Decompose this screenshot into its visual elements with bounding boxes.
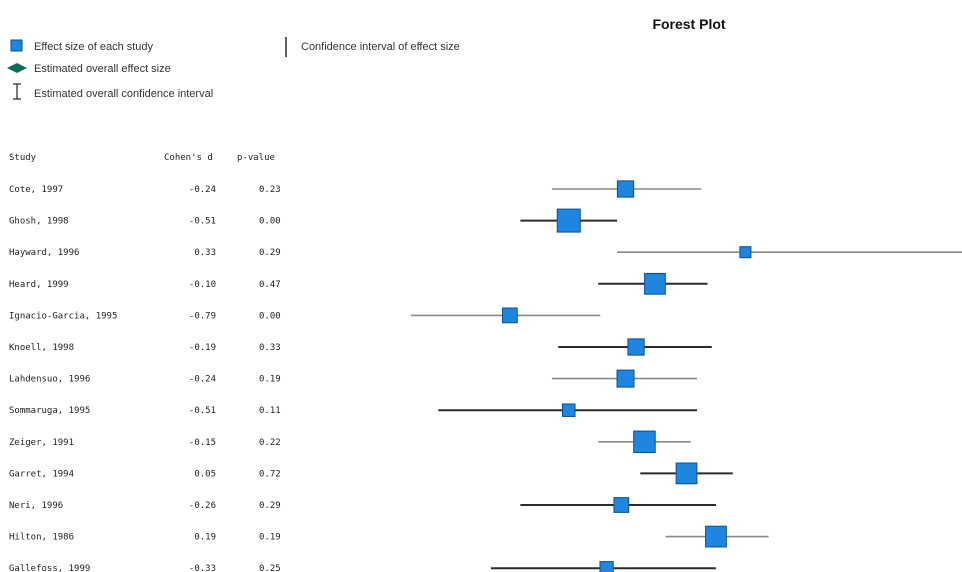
effect-square (599, 561, 614, 572)
cohens-d-value: 0.05 (194, 469, 216, 479)
cohens-d-value: -0.51 (189, 217, 216, 227)
study-name: Hilton, 1986 (9, 533, 74, 543)
column-header-p-value: p-value (237, 153, 275, 163)
study-row: Lahdensuo, 1996 -0.24 0.19 (9, 369, 698, 388)
p-value: 0.29 (259, 501, 281, 511)
effect-square (633, 430, 656, 454)
legend-overall-ci: Estimated overall confidence interval (34, 88, 213, 100)
cohens-d-value: 0.33 (194, 248, 216, 258)
p-value: 0.47 (259, 280, 281, 290)
cohens-d-value: -0.24 (189, 375, 216, 385)
effect-square (616, 369, 635, 388)
study-name: Knoell, 1998 (9, 343, 74, 353)
p-value: 0.11 (259, 406, 281, 416)
cohens-d-value: -0.24 (189, 185, 216, 195)
p-value: 0.23 (259, 185, 281, 195)
cohens-d-value: -0.33 (189, 564, 216, 572)
study-name: Ghosh, 1998 (9, 217, 69, 227)
study-row: Ghosh, 1998 -0.51 0.00 (9, 208, 618, 233)
study-row: Neri, 1996 -0.26 0.29 (9, 497, 716, 513)
legend: Effect size of each study Confidence int… (7, 37, 460, 100)
p-value: 0.33 (259, 343, 281, 353)
study-name: Sommaruga, 1995 (9, 406, 90, 416)
effect-square (644, 272, 666, 295)
legend-ci: Confidence interval of effect size (301, 41, 460, 53)
effect-square (556, 208, 581, 233)
cohens-d-value: -0.15 (189, 438, 216, 448)
study-row: Hilton, 1986 0.19 0.19 (9, 525, 769, 548)
study-name: Ignacio-Garcia, 1995 (9, 311, 117, 321)
legend-i-beam-icon (13, 83, 21, 100)
study-name: Zeiger, 1991 (9, 438, 74, 448)
p-value: 0.19 (259, 375, 281, 385)
study-name: Lahdensuo, 1996 (9, 375, 90, 385)
study-name: Cote, 1997 (9, 185, 63, 195)
study-row: Hayward, 1996 0.33 0.29 (9, 246, 962, 259)
effect-square (616, 180, 635, 198)
legend-overall-effect: Estimated overall effect size (34, 63, 171, 75)
cohens-d-value: -0.51 (189, 406, 216, 416)
study-name: Garret, 1994 (9, 469, 74, 479)
effect-square (562, 403, 576, 417)
chart-title: Forest Plot (652, 16, 725, 32)
effect-square (613, 497, 630, 513)
effect-square (705, 525, 727, 548)
effect-square (675, 462, 698, 485)
p-value: 0.25 (259, 564, 281, 572)
cohens-d-value: -0.10 (189, 280, 216, 290)
effect-square (627, 338, 645, 356)
cohens-d-value: -0.19 (189, 343, 216, 353)
legend-square-icon (10, 39, 23, 52)
study-row: Garret, 1994 0.05 0.72 (9, 462, 733, 485)
p-value: 0.72 (259, 469, 281, 479)
study-name: Gallefoss, 1999 (9, 564, 90, 572)
p-value: 0.19 (259, 533, 281, 543)
study-row: Sommaruga, 1995 -0.51 0.11 (9, 403, 698, 417)
effect-square (501, 307, 518, 324)
p-value: 0.22 (259, 438, 281, 448)
cohens-d-value: 0.19 (194, 533, 216, 543)
cohens-d-value: -0.79 (189, 311, 216, 321)
study-row: Cote, 1997 -0.24 0.23 (9, 180, 702, 198)
column-header-cohens-d: Cohen's d (164, 153, 213, 163)
cohens-d-value: -0.26 (189, 501, 216, 511)
study-row: Ignacio-Garcia, 1995 -0.79 0.00 (9, 307, 601, 324)
study-row: Heard, 1999 -0.10 0.47 (9, 272, 708, 295)
study-row: Knoell, 1998 -0.19 0.33 (9, 338, 712, 356)
legend-diamond-icon (7, 63, 27, 73)
p-value: 0.00 (259, 311, 281, 321)
p-value: 0.00 (259, 217, 281, 227)
p-value: 0.29 (259, 248, 281, 258)
study-row: Gallefoss, 1999 -0.33 0.25 (9, 561, 716, 572)
column-header-study: Study (9, 153, 37, 163)
study-name: Hayward, 1996 (9, 248, 79, 258)
effect-square (739, 246, 752, 259)
legend-effect-size: Effect size of each study (34, 41, 154, 53)
study-name: Neri, 1996 (9, 501, 63, 511)
study-name: Heard, 1999 (9, 280, 69, 290)
study-row: Zeiger, 1991 -0.15 0.22 (9, 430, 691, 454)
